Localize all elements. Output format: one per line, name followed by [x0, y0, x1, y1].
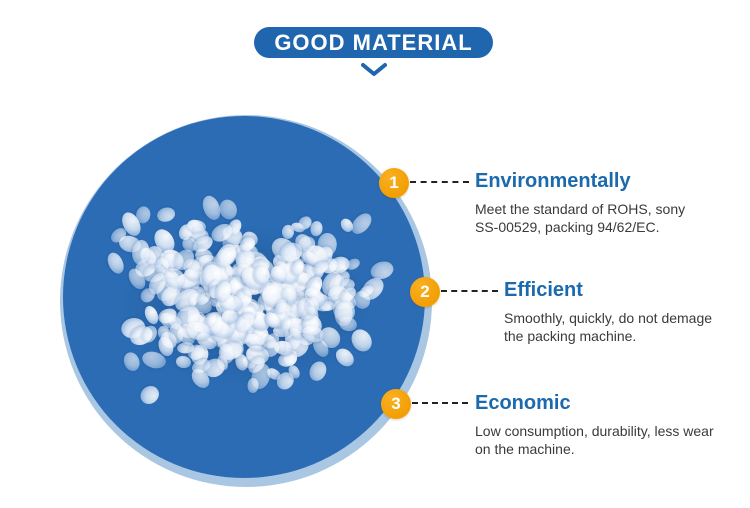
feature-title: Environmentally	[475, 170, 631, 192]
callout-dash-line-2	[441, 290, 498, 292]
pellet	[247, 377, 259, 393]
badge-number: 2	[420, 282, 430, 301]
feature-body-line: on the machine.	[475, 441, 575, 457]
callout-dash-line-1	[410, 181, 469, 183]
feature-body-line: SS-00529, packing 94/62/EC.	[475, 219, 660, 235]
callout-dash-line-3	[412, 402, 468, 404]
feature-environmentally: Environmentally Meet the standard of ROH…	[475, 170, 725, 236]
plastic-pellets-photo	[63, 116, 425, 478]
feature-body-line: Smoothly, quickly, do not demage	[504, 310, 713, 326]
badge-number: 1	[389, 173, 399, 192]
callout-badge-3: 3	[381, 389, 411, 419]
chevron-down-icon	[361, 63, 387, 76]
feature-efficient: Efficient Smoothly, quickly, do not dema…	[504, 279, 750, 345]
feature-economic: Economic Low consumption, durability, le…	[475, 392, 725, 458]
feature-title: Efficient	[504, 279, 583, 301]
feature-body-line: Low consumption, durability, less wear	[475, 423, 714, 439]
pellet	[221, 309, 238, 323]
feature-body-line: the packing machine.	[504, 328, 637, 344]
badge-number: 3	[391, 394, 401, 413]
header-title: GOOD MATERIAL	[274, 29, 473, 55]
callout-badge-2: 2	[410, 277, 440, 307]
callout-badge-1: 1	[379, 168, 409, 198]
feature-body-line: Meet the standard of ROHS, sony	[475, 201, 686, 217]
feature-title: Economic	[475, 392, 571, 414]
header-pill: GOOD MATERIAL	[254, 27, 493, 58]
